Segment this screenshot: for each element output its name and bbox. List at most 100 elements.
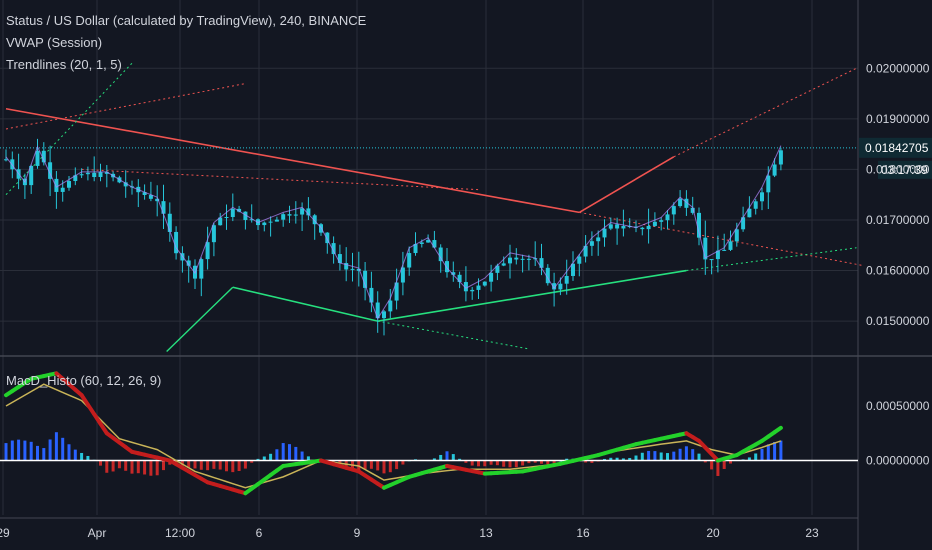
macd-histogram-bar xyxy=(451,454,455,461)
macd-histogram-bar xyxy=(609,457,613,461)
candle-body xyxy=(772,164,777,176)
candle-body xyxy=(678,198,683,207)
trendline-extension-0 xyxy=(5,82,247,130)
candle-body xyxy=(646,225,651,230)
legend-trendlines[interactable]: Trendlines (20, 1, 5) xyxy=(6,57,122,72)
macd-histogram-bar xyxy=(546,460,550,465)
candle-body xyxy=(249,219,254,221)
macd-histogram-bar xyxy=(48,439,52,461)
macd-histogram-bar xyxy=(243,460,247,469)
candle-body xyxy=(237,208,242,212)
macd-histogram-bar xyxy=(489,460,493,465)
candle-body xyxy=(356,268,361,271)
macd-histogram-bar xyxy=(401,460,405,465)
candle-body xyxy=(400,267,405,283)
macd-histogram-bar xyxy=(508,460,512,468)
countdown-label: 03:17:39 xyxy=(881,163,928,177)
last-price-badge xyxy=(859,137,932,158)
price-tick-label: 0.01700000 xyxy=(866,213,930,227)
candle-body xyxy=(734,229,739,242)
candle-body xyxy=(325,232,330,244)
candle-body xyxy=(167,213,172,232)
macd-histogram-bar xyxy=(187,460,191,468)
candle-body xyxy=(508,257,512,264)
candle-body xyxy=(35,150,40,166)
macd-histogram-bar xyxy=(603,458,606,461)
candle-body xyxy=(224,217,229,219)
candle-body xyxy=(495,265,500,273)
legend-vwap[interactable]: VWAP (Session) xyxy=(6,35,103,50)
candle-body xyxy=(174,231,179,254)
candle-body xyxy=(671,206,676,215)
macd-histogram-bar xyxy=(666,453,669,461)
candle-body xyxy=(520,258,525,260)
candle-body xyxy=(186,260,191,266)
candle-body xyxy=(451,272,456,275)
macd-histogram-bar xyxy=(640,452,644,461)
candle-body xyxy=(482,281,487,286)
price-tick-label: 0.01500000 xyxy=(866,314,930,328)
candle-body xyxy=(394,282,399,301)
candle-body xyxy=(766,175,771,193)
macd-histogram-bar xyxy=(439,454,443,461)
candle-body xyxy=(306,208,311,216)
candle-body xyxy=(652,221,657,226)
macd-histogram-bar xyxy=(111,460,115,472)
macd-histogram-bar xyxy=(212,460,216,469)
macd-histogram-bar xyxy=(760,448,764,461)
candle-body xyxy=(747,208,752,218)
candle-body xyxy=(571,263,575,276)
macd-tick-label: 0.00000000 xyxy=(866,454,930,468)
trendline-extension-1 xyxy=(81,168,479,191)
macd-histogram-bar xyxy=(703,460,707,463)
trendline-support-2 xyxy=(232,286,378,322)
main-legend: Status / US Dollar (calculated by Tradin… xyxy=(6,10,366,76)
candle-body xyxy=(596,237,601,242)
macd-histogram-bar xyxy=(117,460,121,469)
macd-histogram-bar xyxy=(206,460,210,471)
candle-body xyxy=(583,245,588,257)
legend-macd[interactable]: MacD_Histo (60, 12, 26, 9) xyxy=(6,373,162,388)
macd-histogram-bar xyxy=(29,441,33,461)
macd-histogram-bar xyxy=(281,443,285,461)
macd-histogram-bar xyxy=(653,451,657,461)
macd-histogram-bar xyxy=(779,440,783,461)
macd-histogram-bar xyxy=(634,455,638,461)
macd-histogram-bar xyxy=(80,452,84,461)
macd-histogram-bar xyxy=(86,455,90,461)
macd-histogram-bar xyxy=(388,460,392,473)
macd-histogram-bar xyxy=(294,446,298,461)
macd-histogram-bar xyxy=(256,458,260,461)
candle-body xyxy=(489,272,494,282)
macd-histogram-bar xyxy=(10,440,14,461)
candle-body xyxy=(407,253,412,268)
candle-body xyxy=(476,285,481,290)
macd-histogram-bar xyxy=(514,460,518,468)
candle-body xyxy=(54,178,59,192)
trendline-support-left xyxy=(166,286,234,352)
candle-body xyxy=(545,267,550,284)
candle-body xyxy=(123,182,128,187)
macd-histogram-bar xyxy=(615,457,619,461)
macd-histogram-bar xyxy=(754,453,758,461)
macd-signal-line xyxy=(5,383,782,489)
macd-histogram-bar xyxy=(458,458,462,461)
candle-body xyxy=(728,241,733,250)
candle-body xyxy=(457,274,462,283)
candle-body xyxy=(615,224,620,229)
macd-histogram-bar xyxy=(710,460,714,470)
candle-body xyxy=(243,211,248,220)
macd-histogram-bar xyxy=(502,460,506,467)
candle-body xyxy=(60,187,65,192)
time-tick-label: Apr xyxy=(88,526,107,540)
candle-body xyxy=(539,258,544,268)
candle-body xyxy=(753,201,758,209)
price-tick-label: 0.01600000 xyxy=(866,264,930,278)
macd-histogram-bar xyxy=(105,460,109,473)
legend-symbol-title[interactable]: Status / US Dollar (calculated by Tradin… xyxy=(6,13,367,28)
macd-histogram-bar xyxy=(382,460,386,474)
macd-histogram-bar xyxy=(124,460,128,471)
macd-histogram-bar xyxy=(483,460,487,467)
